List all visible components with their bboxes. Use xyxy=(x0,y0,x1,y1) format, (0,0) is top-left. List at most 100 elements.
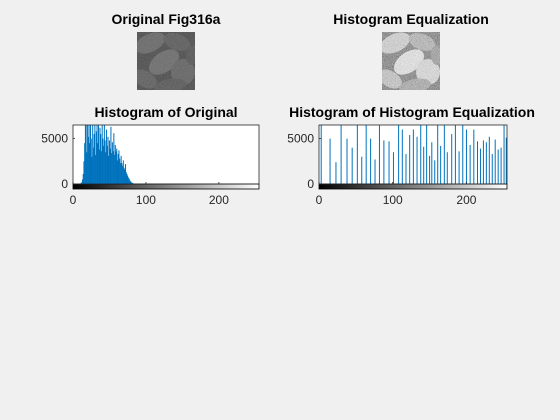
histogram-original-bar xyxy=(125,164,127,184)
histogram-equalized-bar xyxy=(392,152,394,184)
histogram-original-bar xyxy=(92,147,94,184)
histogram-equalized-bar xyxy=(383,140,385,184)
histogram-equalized-bar xyxy=(482,140,484,184)
histogram-equalized-bar xyxy=(426,125,428,184)
histogram-original-bar xyxy=(116,160,118,184)
histogram-equalized-bar xyxy=(351,147,353,184)
histogram-original-bar xyxy=(103,145,105,184)
histogram-equalized-bar xyxy=(443,125,445,184)
histogram-equalized-bar xyxy=(370,138,372,184)
histogram-original-bar xyxy=(85,125,87,184)
histogram-original-bars xyxy=(72,124,260,190)
histogram-equalized-xtick-label: 0 xyxy=(316,193,323,207)
histogram-original-bar xyxy=(86,152,88,184)
histogram-original-xtick-label: 200 xyxy=(209,193,229,207)
histogram-original-ytick-label: 0 xyxy=(61,177,68,191)
histogram-equalized-bar xyxy=(335,162,337,184)
histogram-original-title: Histogram of Original xyxy=(94,104,237,120)
histogram-original-bar xyxy=(96,125,98,184)
histogram-original-bar xyxy=(122,160,124,184)
histogram-equalized-bar xyxy=(454,125,456,184)
histogram-original-bar xyxy=(80,183,82,184)
histogram-original-bar xyxy=(112,151,114,184)
histogram-equalized-bar xyxy=(462,125,464,184)
histogram-equalized-bar xyxy=(431,142,433,184)
histogram-equalized-axes-box xyxy=(318,124,508,185)
histogram-original-bar xyxy=(124,169,126,184)
histogram-equalized-bar xyxy=(356,125,358,184)
histogram-equalized-xtick-label: 200 xyxy=(456,193,476,207)
histogram-equalized-bar xyxy=(488,136,490,184)
histogram-equalized-bar xyxy=(378,125,380,184)
histogram-original-bar xyxy=(94,125,96,184)
histogram-original-bar xyxy=(106,129,108,184)
histogram-equalized-bar xyxy=(497,149,499,184)
histogram-original-bar xyxy=(111,153,113,184)
histogram-equalized-bar xyxy=(346,138,348,184)
histogram-original-bar xyxy=(111,142,113,184)
histogram-original-bar xyxy=(100,151,102,184)
histogram-equalized-bar xyxy=(329,138,331,184)
histogram-equalized-xtick-label: 100 xyxy=(383,193,403,207)
histogram-original-bar xyxy=(93,134,95,184)
histogram-original-bar xyxy=(108,155,110,184)
histogram-equalized-ytick-label: 0 xyxy=(307,177,314,191)
histogram-original-bar xyxy=(92,125,94,184)
histogram-equalized-bar xyxy=(420,125,422,184)
histogram-original-bar xyxy=(104,140,106,184)
histogram-equalized-bar xyxy=(423,146,425,184)
histogram-original-bar xyxy=(99,127,101,184)
histogram-equalized-bar xyxy=(469,144,471,184)
histogram-original-bar xyxy=(89,143,91,184)
histogram-equalized-bar xyxy=(365,125,367,184)
histogram-original-xtick-label: 0 xyxy=(70,193,77,207)
histogram-equalized-chart: Histogram of Histogram Equalization 0 500… xyxy=(287,104,535,207)
histogram-original-bar xyxy=(132,183,134,184)
histogram-equalized-bar xyxy=(500,147,502,184)
histogram-equalized-bar xyxy=(434,160,436,184)
histogram-original-bar xyxy=(114,154,116,184)
histogram-original-bar xyxy=(114,144,116,184)
histogram-equalized-bar xyxy=(340,125,342,184)
histogram-original-bar xyxy=(120,155,122,184)
image-title-equalized: Histogram Equalization xyxy=(333,11,489,27)
histogram-original-bar xyxy=(119,163,121,184)
histogram-equalized-bar xyxy=(437,125,439,184)
histogram-original-bar xyxy=(131,182,133,184)
histogram-original-bar xyxy=(91,156,93,184)
histogram-original-bar xyxy=(116,148,118,184)
histogram-equalized-bar xyxy=(429,155,431,184)
histogram-equalized-ytick-label: 5000 xyxy=(287,132,314,146)
histogram-original-bar xyxy=(109,148,111,184)
histogram-original-bar xyxy=(117,154,119,184)
histogram-original-bar xyxy=(106,145,108,184)
histogram-original-bar xyxy=(107,136,109,184)
histogram-equalized-bar xyxy=(451,134,453,184)
images-layer: Original Fig316a Histogram Equalization xyxy=(112,11,489,90)
histogram-original-bar xyxy=(123,167,125,184)
histogram-original-bar xyxy=(98,149,100,184)
histogram-original-bar xyxy=(81,182,83,184)
histogram-equalized-bar xyxy=(440,145,442,184)
histogram-equalized-bars xyxy=(318,124,508,190)
histogram-original-bar xyxy=(127,177,129,184)
original-image xyxy=(137,32,195,90)
histogram-equalized-bar xyxy=(401,129,403,184)
histogram-original-ytick-label: 5000 xyxy=(41,132,68,146)
histogram-original-bar xyxy=(87,136,89,184)
histogram-equalized-bar xyxy=(388,141,390,184)
histogram-equalized-bar xyxy=(458,151,460,184)
histogram-original-bar xyxy=(88,125,90,184)
histogram-original-bar xyxy=(90,138,92,184)
histogram-original-bar xyxy=(83,161,85,184)
histogram-original-chart: Histogram of Original 0 5000 0 100 200 xyxy=(41,104,260,207)
histogram-original-bar xyxy=(130,182,132,184)
histogram-original-bar xyxy=(102,138,104,184)
histogram-original-bar xyxy=(84,125,86,184)
histogram-equalized-bar xyxy=(491,154,493,184)
histogram-original-bar xyxy=(118,150,120,184)
histogram-original-bar xyxy=(129,180,131,184)
histogram-original-ticks: 0 5000 0 100 200 xyxy=(41,132,229,207)
histogram-original-bar xyxy=(103,125,105,184)
histogram-original-bar xyxy=(127,175,129,184)
